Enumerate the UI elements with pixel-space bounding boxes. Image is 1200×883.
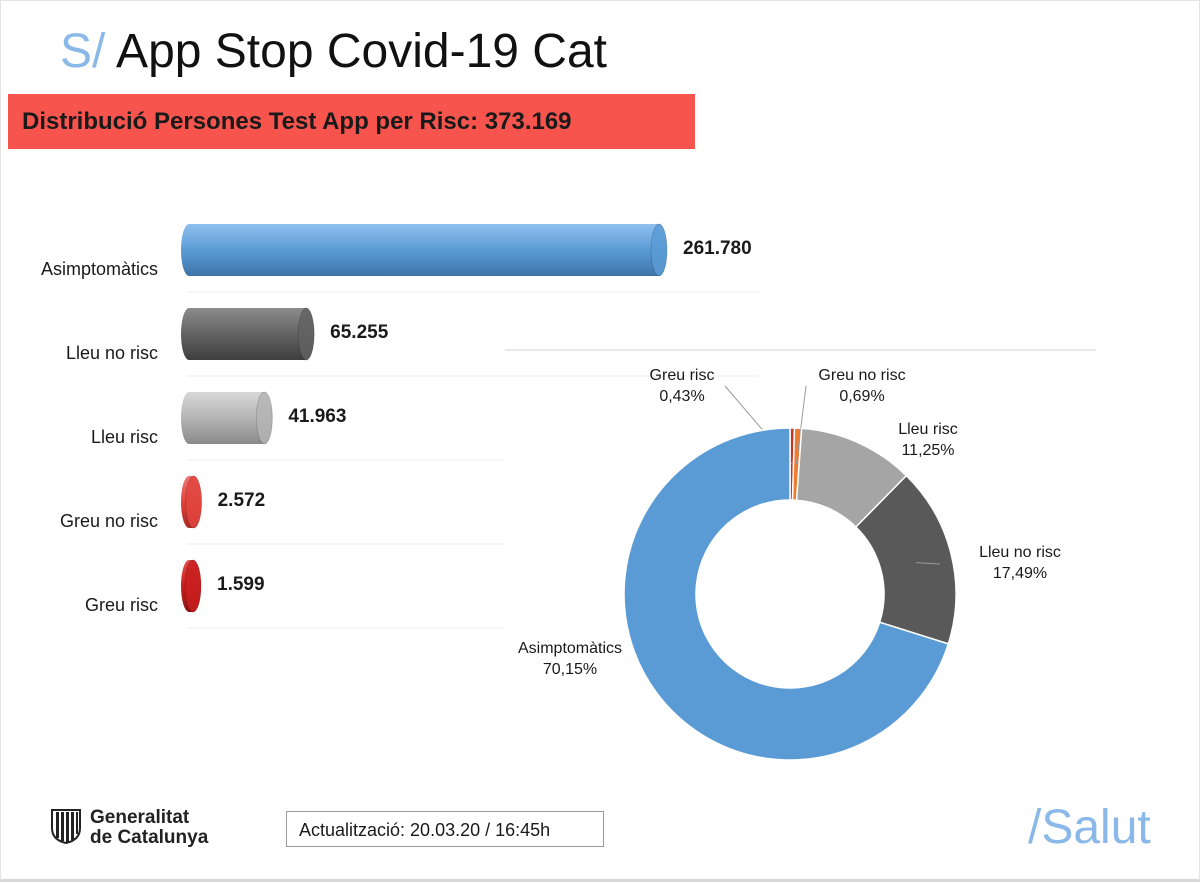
donut-slice-percent: 70,15%	[543, 661, 597, 678]
bar-1	[181, 307, 315, 361]
donut-slice-label: Greu no risc	[818, 367, 905, 384]
bar-category-label: Lleu risc	[91, 427, 158, 447]
logo-line-1: Generalitat	[90, 807, 190, 828]
slide-title: S/ App Stop Covid-19 Cat	[60, 22, 607, 82]
donut-slice-4	[623, 427, 950, 761]
donut-leader-line	[795, 385, 807, 465]
donut-slice-percent: 0,43%	[659, 388, 704, 405]
bar-3	[181, 475, 203, 529]
bar-cap	[297, 307, 315, 361]
update-timestamp: Actualització: 20.03.20 / 16:45h	[299, 820, 551, 840]
bar-body	[181, 392, 273, 444]
bar-category-label: Asimptomàtics	[41, 259, 158, 279]
update-timestamp-box: Actualització: 20.03.20 / 16:45h	[286, 811, 604, 847]
bar-value-label: 261.780	[683, 238, 752, 259]
bar-value-label: 65.255	[330, 322, 389, 343]
donut-leader-line	[916, 562, 941, 565]
bar-4	[181, 559, 202, 613]
bar-body	[181, 308, 315, 360]
donut-slice-label: Lleu risc	[898, 421, 958, 438]
bar-body	[181, 224, 667, 276]
bar-category-label: Greu no risc	[60, 511, 158, 531]
donut-slice-percent: 0,69%	[839, 388, 884, 405]
donut-slice-label: Lleu no risc	[979, 544, 1061, 561]
title-text: App Stop Covid-19 Cat	[116, 25, 607, 78]
logo-text: Generalitat de Catalunya	[90, 808, 208, 848]
donut-slice-percent: 11,25%	[901, 442, 954, 459]
bar-2	[181, 391, 273, 445]
title-prefix: S/	[60, 25, 106, 78]
logo-line-2: de Catalunya	[90, 827, 209, 848]
donut-slice-percent: 17,49%	[993, 565, 1047, 582]
bar-cap	[255, 391, 273, 445]
donut-chart: Greu risc 0,43% Greu no risc 0,69% Lleu risc…	[505, 349, 1096, 761]
bar-0	[181, 223, 668, 277]
bar-value-label: 1.599	[217, 574, 265, 595]
bar-chart: Asimptomàtics 261.780 Lleu no risc 65.255 Ll…	[41, 223, 760, 629]
donut-slice-label: Asimptomàtics	[518, 640, 622, 657]
salut-brand: /Salut	[1028, 801, 1151, 854]
bar-category-label: Lleu no risc	[66, 343, 158, 363]
bar-cap	[184, 559, 202, 613]
catalan-coat-icon	[51, 809, 81, 844]
banner-text: Distribució Persones Test App per Risc: …	[22, 108, 572, 135]
bar-value-label: 41.963	[288, 406, 346, 427]
bar-category-label: Greu risc	[85, 595, 158, 615]
bar-cap	[185, 475, 203, 529]
donut-slice-label: Greu risc	[650, 367, 715, 384]
summary-banner: Distribució Persones Test App per Risc: …	[8, 94, 695, 149]
bar-value-label: 2.572	[218, 490, 266, 511]
bar-cap	[650, 223, 668, 277]
generalitat-logo: Generalitat de Catalunya	[50, 806, 220, 850]
